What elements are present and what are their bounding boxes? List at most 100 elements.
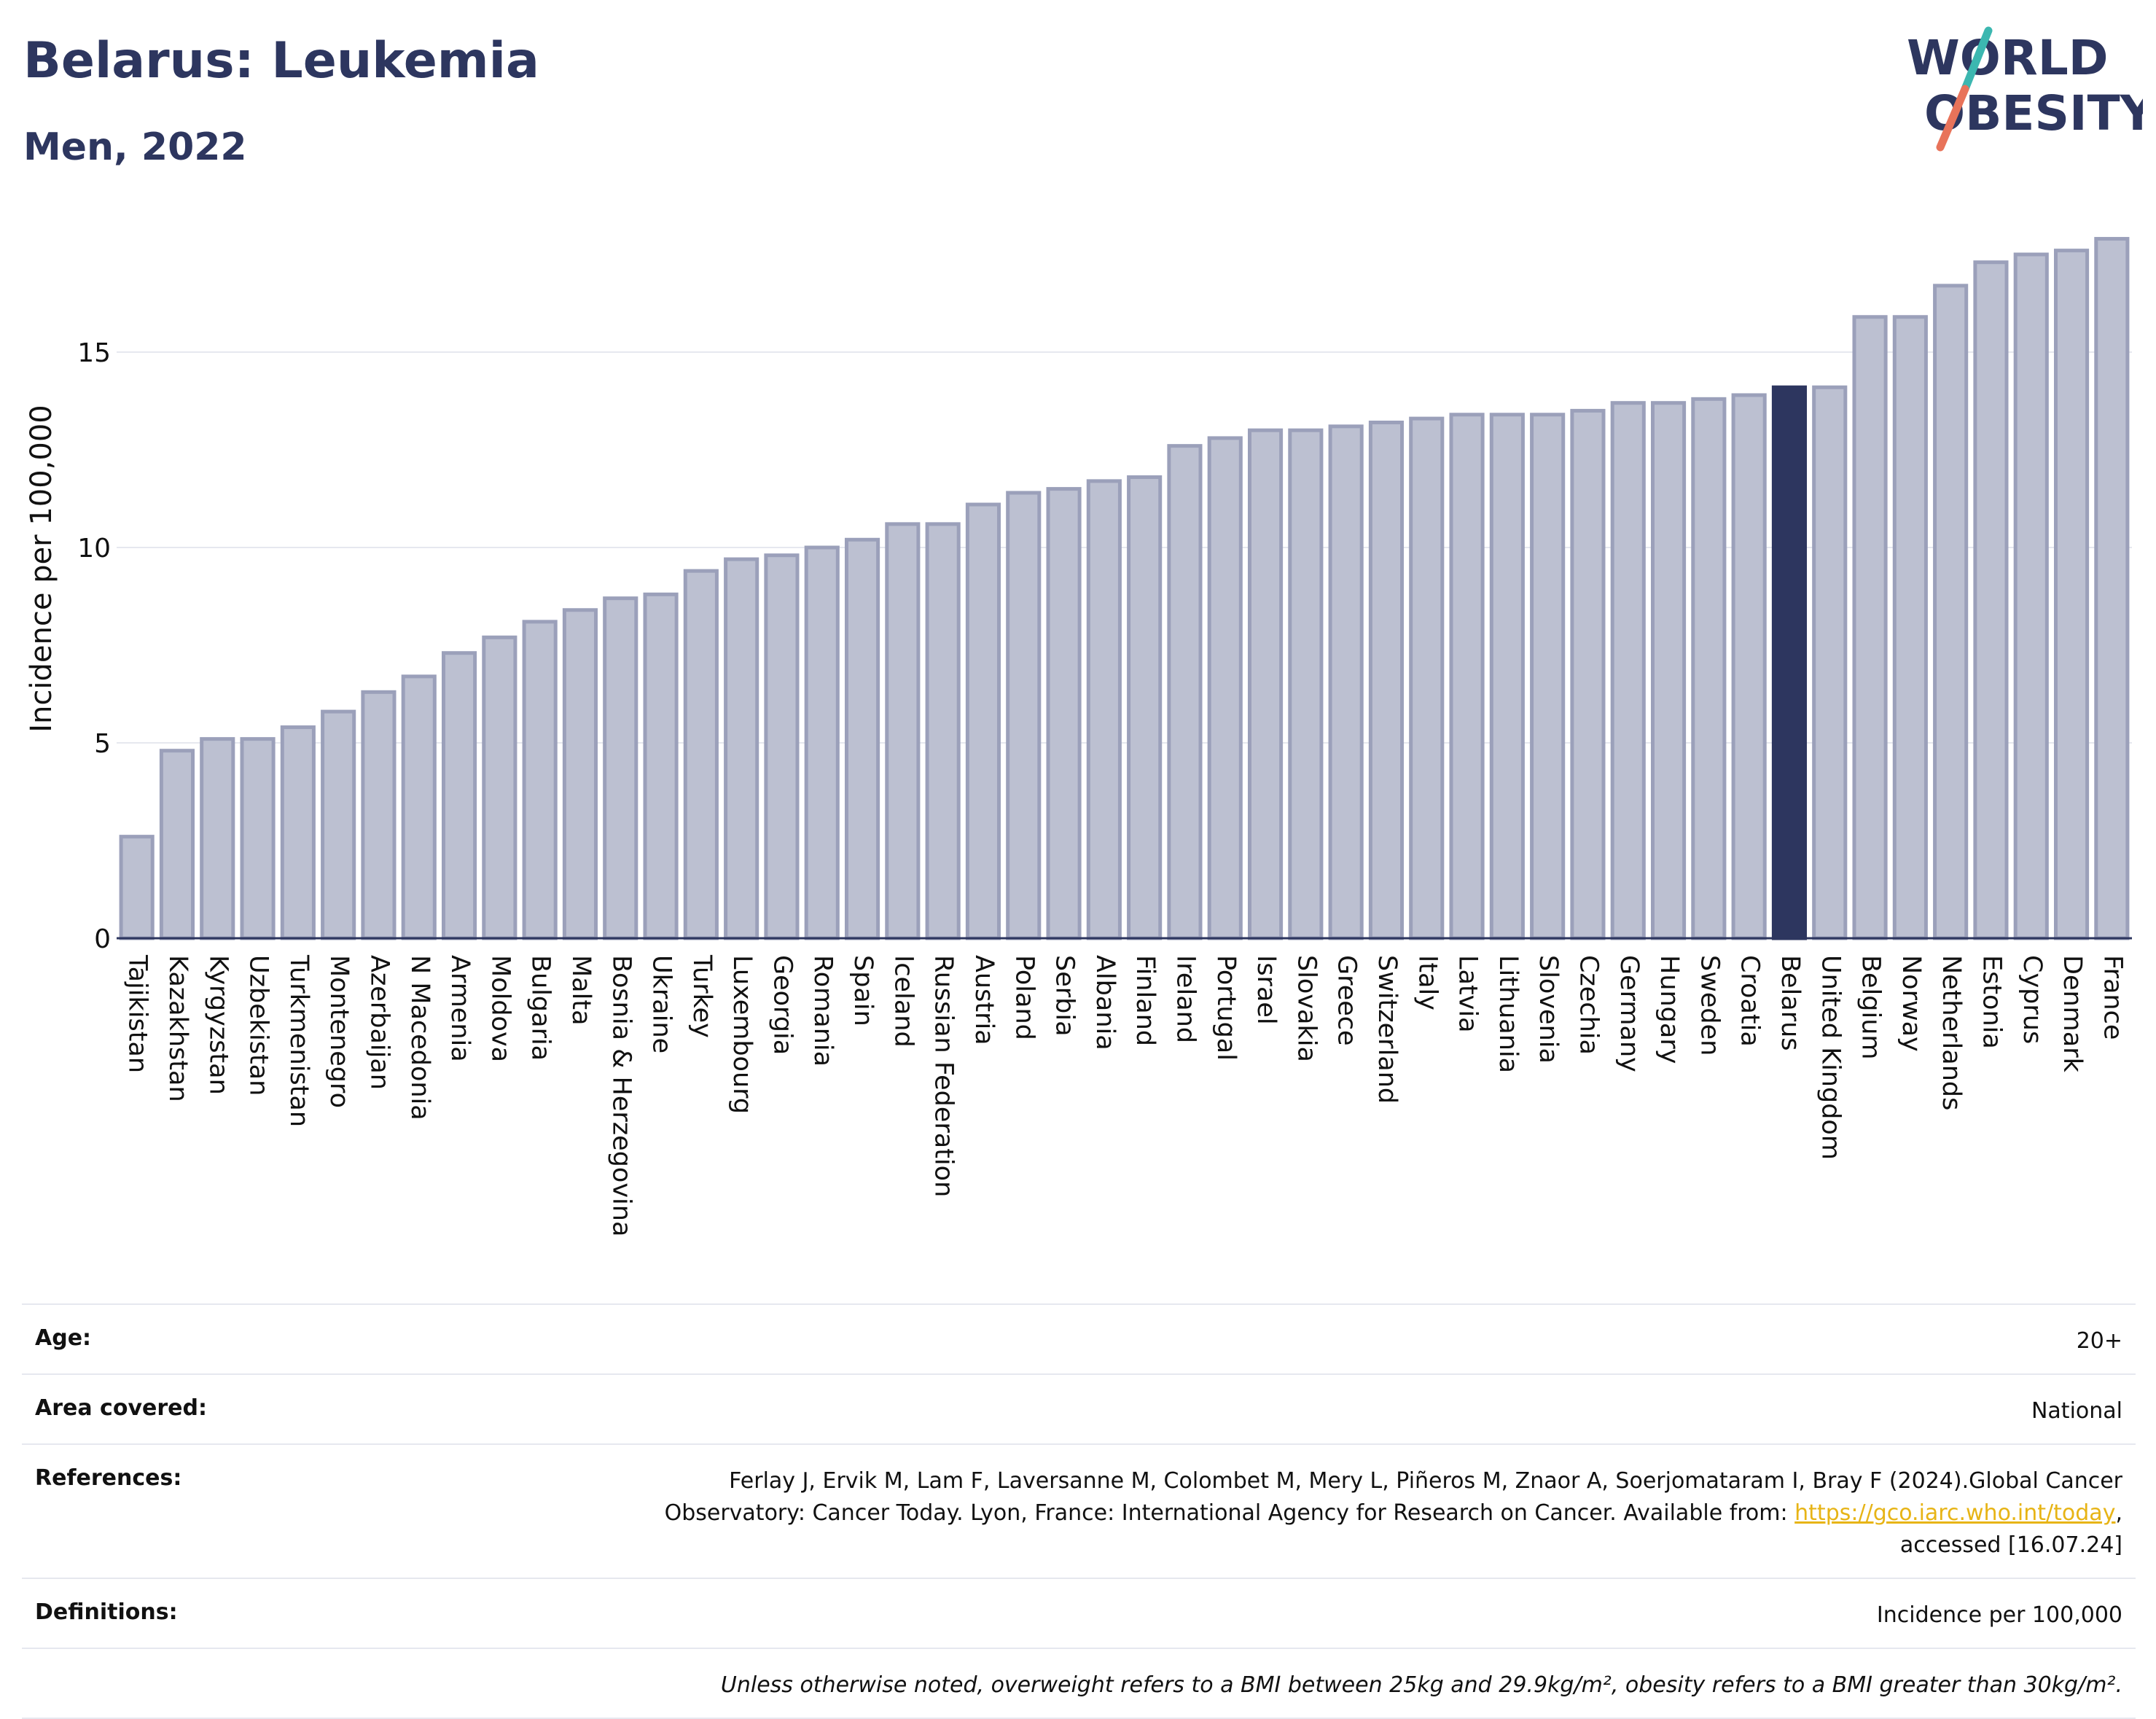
y-axis-label: Incidence per 100,000 [25,405,58,733]
bar [925,522,961,940]
x-tick-label: Slovakia [1292,955,1321,1062]
x-tick-label: Lithuania [1493,955,1523,1073]
references-label: References: [35,1465,182,1491]
bar [764,553,800,940]
x-tick-label: Uzbekistan [244,955,273,1096]
y-tick-label: 0 [94,924,111,954]
bar [401,674,437,940]
bar [885,522,921,940]
x-label-layer: Tajikistan Kazakhstan Kyrgyzstan Uzbekistan… [123,954,2128,1236]
bar [1288,428,1324,940]
x-tick-label: Albania [1090,955,1120,1050]
references-value: Ferlay J, Ervik M, Lam F, Laversanne M, … [665,1465,2122,1562]
x-tick-label: Kazakhstan [163,955,192,1102]
bar [1570,408,1606,940]
x-tick-label: Luxembourg [727,955,757,1114]
x-tick-label: Montenegro [324,955,354,1108]
references-line3: accessed [16.07.24] [1899,1532,2122,1558]
references-comma: , [2115,1500,2122,1526]
x-tick-label: Italy [1413,955,1442,1010]
logo-slash-coral [1936,85,1969,152]
bar-highlight [1771,385,1808,940]
bar [1933,284,1969,940]
info-row-area: Area covered: National [22,1373,2136,1443]
bar [1247,428,1284,940]
bar [1127,475,1163,940]
bar [603,596,638,940]
x-tick-label: Austria [969,955,999,1045]
bar [240,737,276,940]
world-obesity-logo: WORLD OBESITY [1907,26,2143,152]
x-tick-label: Romania [808,955,837,1067]
info-row-note: Unless otherwise noted, overweight refer… [22,1648,2136,1719]
x-tick-label: Armenia [445,955,474,1062]
bar [562,608,598,940]
x-tick-label: Latvia [1453,955,1483,1033]
bar [804,545,840,940]
x-tick-label: Moldova [485,955,515,1062]
x-tick-label: France [2098,955,2127,1040]
x-tick-label: Finland [1130,955,1160,1046]
bar [441,651,477,940]
references-line1: Ferlay J, Ervik M, Lam F, Laversanne M, … [729,1468,2122,1494]
x-tick-label: Tajikistan [123,954,152,1073]
x-tick-label: Azerbaijan [364,955,394,1090]
x-tick-label: Belarus [1776,955,1805,1051]
bar [159,749,195,940]
x-tick-label: Georgia [768,955,797,1055]
definitions-value: Incidence per 100,000 [1876,1602,2122,1628]
bar [1449,413,1485,940]
x-tick-label: Greece [1332,955,1362,1046]
bar [1368,420,1405,940]
bar [1046,487,1082,940]
bar [1650,401,1687,940]
references-link[interactable]: https://gco.iarc.who.int/today [1794,1500,2116,1526]
area-label: Area covered: [35,1395,207,1421]
bar [965,502,1001,940]
x-tick-label: Estonia [1977,955,2006,1049]
bar [280,725,316,940]
bar [321,709,356,940]
age-value: 20+ [2076,1328,2122,1354]
x-tick-label: Cyprus [2018,955,2047,1044]
bar [1207,436,1243,940]
x-tick-label: Denmark [2058,955,2087,1073]
x-tick-label: Israel [1251,955,1281,1025]
bar-chart: 0 5 10 15 Tajikistan Kazakhstan Kyrgyzstan Uzb… [25,237,2132,1236]
x-tick-label: Sweden [1695,955,1724,1056]
bar [724,557,759,940]
x-tick-label: Turkmenistan [284,954,313,1127]
y-tick-label: 5 [94,729,111,759]
x-tick-label: Slovenia [1534,955,1563,1064]
x-tick-label: Czechia [1574,955,1603,1055]
x-tick-label: Ukraine [647,955,676,1053]
bar [1892,315,1928,940]
x-tick-label: Portugal [1211,955,1241,1061]
x-tick-label: Netherlands [1937,955,1966,1110]
y-tick-label: 15 [77,338,111,368]
bar [119,835,155,940]
x-tick-label: Norway [1897,955,1926,1052]
bar [1167,444,1203,940]
y-tick-layer: 0 5 10 15 [77,338,111,954]
x-tick-label: Iceland [888,955,918,1048]
x-tick-label: Croatia [1735,955,1765,1047]
bar [1731,393,1767,940]
bar [1006,491,1042,940]
references-line2: Observatory: Cancer Today. Lyon, France:… [664,1500,1795,1526]
bar [2013,252,2049,940]
x-tick-label: Poland [1009,955,1039,1040]
bar [1852,315,1888,940]
bar [1530,413,1566,940]
x-tick-label: Germany [1614,955,1644,1072]
bar [1086,479,1122,940]
bar [1328,424,1364,940]
page-title: Belarus: Leukemia [23,32,539,90]
info-table: Age: 20+ Area covered: National Referenc… [22,1303,2136,1719]
info-row-definitions: Definitions: Incidence per 100,000 [22,1578,2136,1648]
bar [1409,416,1445,940]
y-tick-label: 10 [77,534,111,564]
bar [200,737,235,940]
info-row-age: Age: 20+ [22,1303,2136,1373]
x-tick-label: Ireland [1171,955,1200,1043]
